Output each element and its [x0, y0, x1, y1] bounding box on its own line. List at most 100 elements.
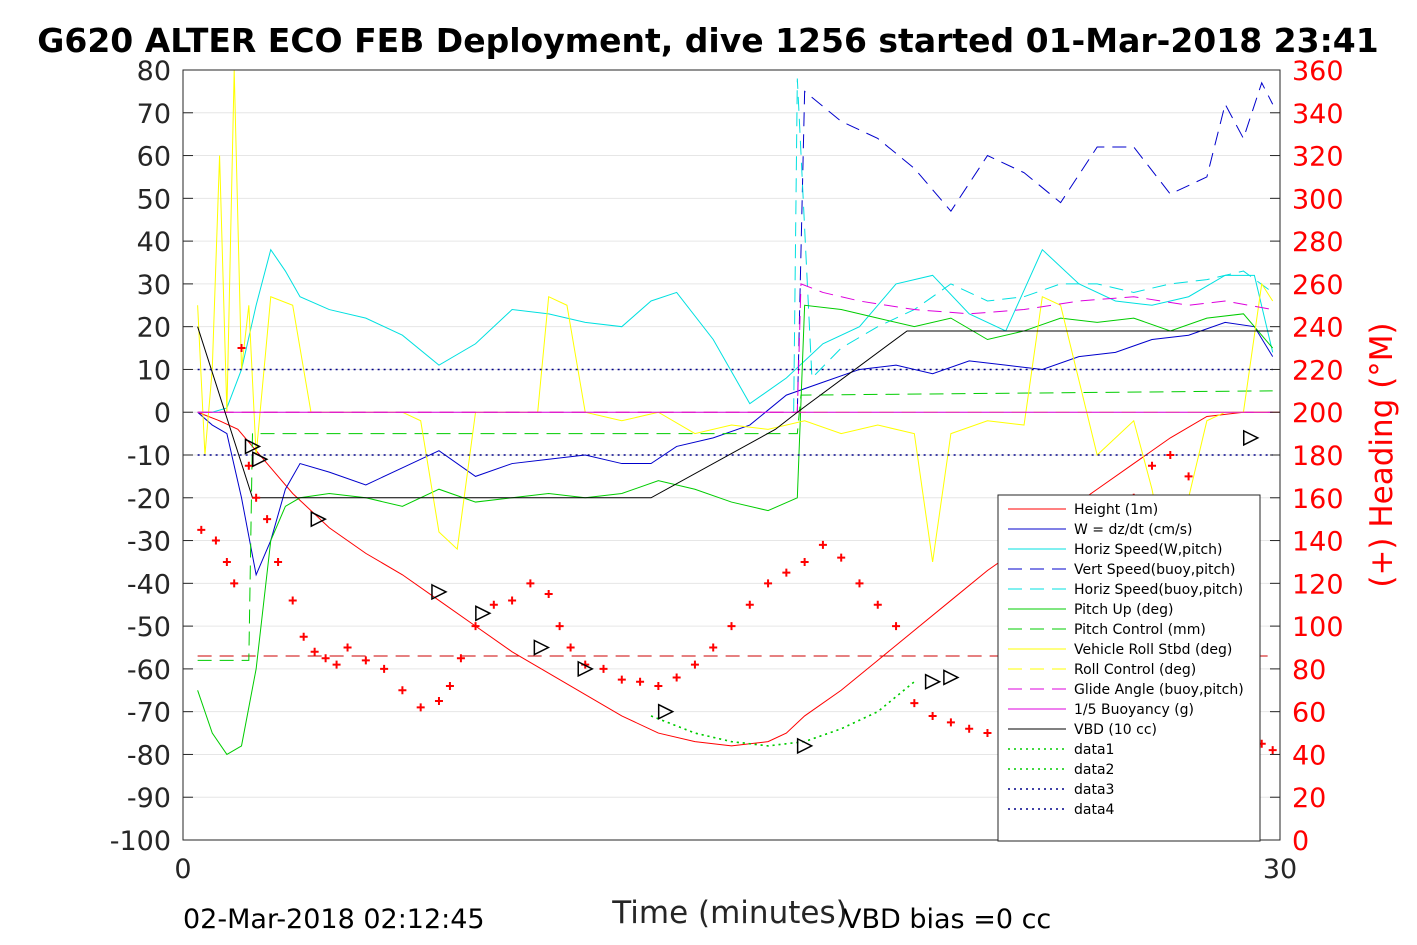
y2-tick-label: 240	[1292, 313, 1344, 344]
y2-tick-label: 300	[1292, 184, 1344, 215]
y2-tick-label: 0	[1292, 826, 1309, 857]
legend-label: data4	[1074, 802, 1115, 818]
triangle-marker	[924, 673, 942, 690]
y2-tick-label: 260	[1292, 270, 1344, 301]
heading-point	[709, 643, 718, 652]
heading-point	[1184, 472, 1193, 481]
heading-point	[800, 557, 809, 566]
heading-point	[617, 675, 626, 684]
heading-point	[566, 643, 575, 652]
heading-point	[672, 673, 681, 682]
triangle-marker	[577, 660, 594, 678]
triangle-marker	[310, 510, 327, 528]
y-tick-label: -100	[110, 826, 171, 857]
series-line-7	[197, 70, 1274, 584]
y-axis-left: 80 70 60 50 40 30 20 10 0 -10 -20 -30 -40 -50 -60 -70 -8…	[110, 56, 1280, 857]
heading-point	[910, 699, 919, 708]
legend-label: Height (1m)	[1074, 502, 1158, 518]
heading-point	[489, 600, 498, 609]
y-tick-label: 40	[137, 227, 171, 258]
heading-point	[873, 600, 882, 609]
heading-point	[274, 557, 283, 566]
legend-label: data2	[1074, 762, 1114, 778]
y-axis-right: 3603403203002802602402202001801601401201…	[1292, 56, 1344, 857]
heading-point	[230, 579, 239, 588]
y2-tick-label: 20	[1292, 783, 1326, 814]
heading-point	[946, 718, 955, 727]
heading-point	[237, 344, 246, 353]
heading-point	[965, 724, 974, 733]
heading-point	[1166, 451, 1175, 459]
y2-tick-label: 360	[1292, 56, 1344, 87]
triangle-marker	[1242, 429, 1260, 447]
series-line-12	[650, 681, 915, 747]
series-line-9	[197, 283, 1273, 413]
triangle-marker	[943, 669, 960, 686]
y2-tick-label: 320	[1292, 142, 1344, 173]
triangle-marker	[252, 451, 269, 468]
heading-point	[310, 647, 319, 656]
y-tick-label: 50	[137, 184, 171, 215]
series-layer	[197, 70, 1280, 756]
heading-point	[599, 664, 608, 673]
heading-point	[508, 596, 517, 605]
triangle-marker	[431, 583, 448, 601]
series-line-3	[796, 81, 1274, 413]
heading-point	[456, 654, 465, 663]
heading-point	[855, 579, 864, 588]
y-tick-label: -20	[127, 484, 171, 515]
y-tick-label: 30	[137, 270, 171, 301]
x-tick-label: 30	[1263, 854, 1297, 885]
triangle-marker	[533, 639, 551, 656]
y2-tick-label: 120	[1292, 569, 1344, 600]
y2-tick-label: 60	[1292, 698, 1326, 729]
heading-point	[244, 461, 253, 470]
heading-point	[398, 686, 407, 695]
y-tick-label: -70	[127, 698, 171, 729]
heading-point	[764, 579, 773, 588]
heading-point	[745, 600, 754, 609]
chart-title: G620 ALTER ECO FEB Deployment, dive 1256…	[37, 21, 1378, 60]
y2-tick-label: 220	[1292, 355, 1344, 386]
legend-label: Glide Angle (buoy,pitch)	[1074, 682, 1244, 698]
heading-point	[434, 696, 443, 705]
y2-tick-label: 140	[1292, 527, 1344, 558]
y2-tick-label: 200	[1292, 398, 1344, 429]
heading-point	[299, 632, 308, 641]
y2-tick-label: 180	[1292, 441, 1344, 472]
y-tick-label: -10	[127, 441, 171, 472]
heading-point	[555, 622, 564, 631]
heading-point	[263, 515, 272, 524]
y-tick-label: -60	[127, 655, 171, 686]
y2-tick-label: 340	[1292, 99, 1344, 130]
triangle-marker	[796, 737, 814, 755]
heading-point	[892, 622, 901, 631]
x-axis-label: Time (minutes)	[611, 895, 847, 931]
legend-label: Pitch Up (deg)	[1074, 602, 1173, 618]
right-axis-label: (+) Heading (°M)	[1364, 322, 1400, 587]
x-axis: 0 30	[174, 830, 1297, 885]
y-tick-label: 60	[137, 142, 171, 173]
series-line-4	[793, 78, 1273, 413]
series-line-13	[650, 681, 915, 747]
heading-point	[343, 643, 352, 652]
heading-point	[197, 525, 206, 534]
heading-point	[690, 660, 699, 669]
legend-label: Horiz Speed(buoy,pitch)	[1074, 582, 1243, 598]
series-line-2	[197, 248, 1274, 413]
legend-box	[997, 494, 1261, 842]
y2-tick-label: 40	[1292, 740, 1326, 771]
y-tick-label: 80	[137, 56, 171, 87]
y-tick-label: 70	[137, 99, 171, 130]
triangle-marker	[244, 438, 262, 455]
heading-point	[654, 682, 663, 690]
y-tick-label: -90	[127, 783, 171, 814]
heading-point	[526, 579, 535, 588]
heading-point	[544, 590, 553, 599]
triangle-marker	[475, 605, 492, 622]
y-tick-label: -50	[127, 612, 171, 643]
y-tick-label: 10	[137, 355, 171, 386]
legend-label: Vert Speed(buoy,pitch)	[1074, 562, 1236, 578]
footer-timestamp: 02-Mar-2018 02:12:45	[183, 904, 485, 935]
y2-tick-label: 160	[1292, 484, 1344, 515]
